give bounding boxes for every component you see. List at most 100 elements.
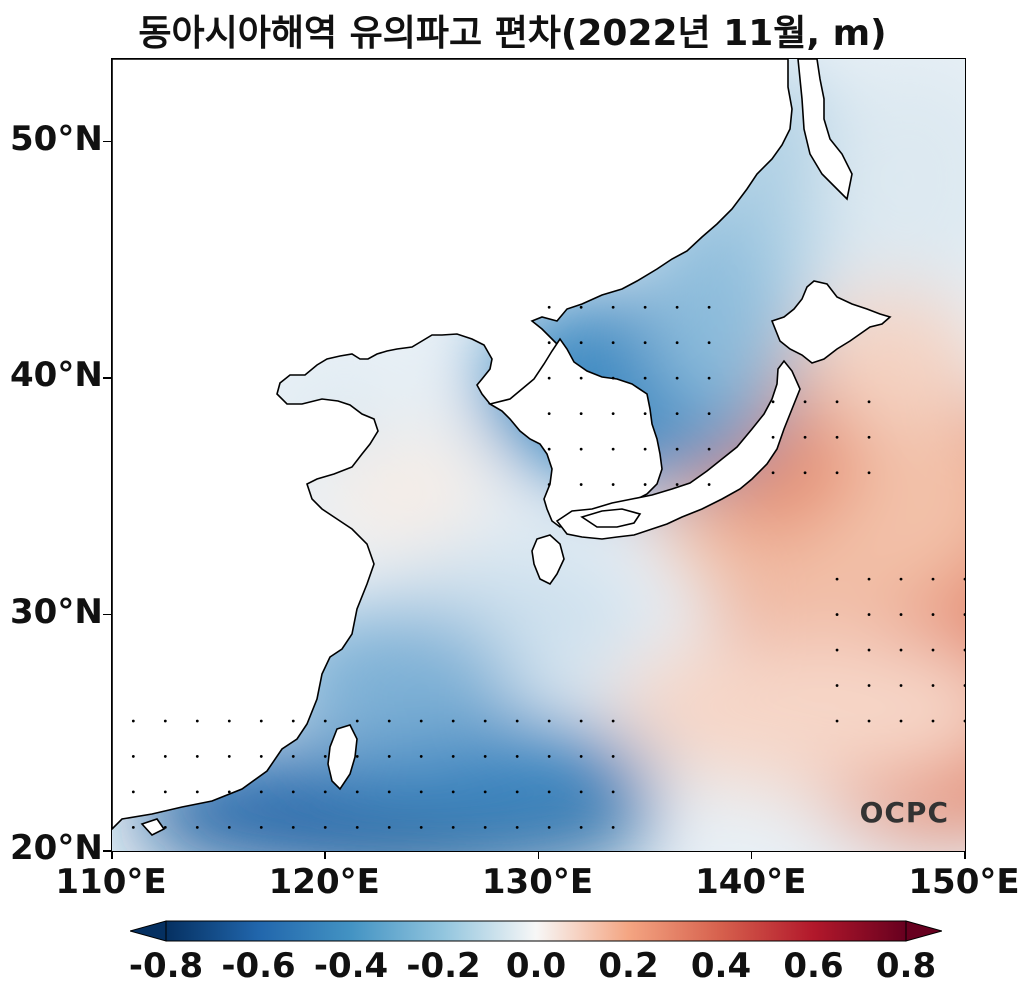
significance-dot	[867, 435, 871, 439]
significance-dot	[835, 577, 839, 581]
x-tick-label: 150°E	[908, 862, 1020, 902]
significance-dot	[675, 412, 679, 416]
y-tick-mark	[103, 613, 111, 616]
significance-dot	[835, 435, 839, 439]
significance-dot	[963, 613, 965, 616]
significance-dot	[163, 755, 167, 758]
significance-dot	[163, 825, 167, 829]
significance-dot	[707, 305, 711, 309]
significance-dot	[195, 755, 199, 758]
significance-dot	[195, 790, 199, 794]
y-tick-label: 50°N	[10, 118, 103, 159]
significance-dot	[931, 577, 935, 581]
significance-dot	[387, 719, 391, 723]
significance-dot	[835, 648, 839, 652]
colorbar-extend-max	[905, 920, 944, 942]
significance-dot	[579, 790, 583, 794]
colorbar-tick-label: 0.8	[875, 946, 937, 986]
significance-dot	[291, 825, 295, 829]
significance-dot	[291, 755, 295, 758]
significance-dot	[803, 471, 807, 475]
significance-dot	[611, 447, 615, 451]
x-tick-mark	[537, 851, 539, 859]
y-tick-mark	[103, 850, 111, 852]
colorbar-extend-min	[128, 920, 167, 942]
significance-dot	[579, 305, 583, 309]
significance-dot	[547, 341, 551, 345]
significance-dot	[547, 447, 551, 451]
significance-dot	[131, 825, 135, 829]
significance-dot	[835, 613, 839, 616]
colorbar-tick-label: 0.6	[783, 946, 844, 986]
colorbar-tick-label: -0.4	[313, 946, 389, 986]
significance-dot	[899, 613, 903, 616]
significance-dot	[547, 719, 551, 723]
significance-dot	[611, 412, 615, 416]
significance-dot	[259, 790, 263, 794]
significance-dot	[611, 305, 615, 309]
x-tick-label: 120°E	[268, 862, 380, 902]
significance-dot	[387, 790, 391, 794]
significance-dot	[707, 483, 711, 486]
significance-dot	[131, 719, 135, 723]
significance-dot	[579, 825, 583, 829]
significance-dot	[963, 648, 965, 652]
significance-dot	[867, 719, 871, 723]
map-panel[interactable]: OCPC	[111, 58, 966, 852]
significance-dot	[771, 400, 775, 404]
significance-dot	[899, 684, 903, 687]
significance-dot	[131, 790, 135, 794]
significance-dot	[611, 341, 615, 345]
significance-dot	[579, 447, 583, 451]
significance-dot	[707, 376, 711, 380]
significance-dot	[675, 447, 679, 451]
significance-dot	[387, 755, 391, 758]
colorbar-tick-label: 0.0	[505, 946, 567, 986]
significance-dot	[579, 341, 583, 345]
significance-dot	[547, 825, 551, 829]
colorbar	[128, 917, 944, 945]
y-tick-label: 20°N	[10, 828, 103, 868]
significance-dot	[131, 755, 135, 758]
significance-dot	[643, 412, 647, 416]
significance-dot	[707, 341, 711, 345]
significance-dot	[355, 719, 359, 723]
significance-dot	[611, 719, 615, 723]
x-tick-mark	[324, 851, 326, 859]
significance-dot	[323, 755, 327, 758]
significance-dot	[707, 447, 711, 451]
y-tick-mark	[103, 140, 111, 143]
significance-dot	[643, 341, 647, 345]
significance-dot	[867, 471, 871, 475]
significance-dot	[259, 825, 263, 829]
significance-dot	[707, 412, 711, 416]
significance-dot	[483, 755, 487, 758]
significance-dot	[547, 790, 551, 794]
significance-dot	[963, 719, 965, 723]
x-tick-label: 130°E	[481, 862, 594, 902]
colorbar-tick-label: 0.4	[690, 946, 752, 986]
significance-dot	[835, 400, 839, 404]
significance-dot	[643, 305, 647, 309]
significance-dot	[931, 684, 935, 687]
colorbar-gradient	[165, 920, 907, 942]
significance-dot	[515, 825, 519, 829]
significance-dot	[867, 577, 871, 581]
significance-dot	[931, 719, 935, 723]
significance-dot	[643, 483, 647, 486]
land-mask	[112, 59, 892, 836]
significance-dot	[931, 648, 935, 652]
significance-dot	[579, 719, 583, 723]
colorbar-tick-label: 0.2	[598, 946, 659, 986]
significance-dot	[515, 719, 519, 723]
colorbar-tick-label: -0.6	[221, 946, 296, 986]
colorbar-tick-label: -0.2	[406, 946, 481, 986]
significance-dot	[579, 376, 583, 380]
significance-dot	[515, 755, 519, 758]
significance-dot	[547, 412, 551, 416]
significance-dot	[867, 613, 871, 616]
significance-dot	[611, 755, 615, 758]
significance-dot	[259, 719, 263, 723]
significance-dot	[451, 719, 455, 723]
significance-dot	[611, 483, 615, 486]
